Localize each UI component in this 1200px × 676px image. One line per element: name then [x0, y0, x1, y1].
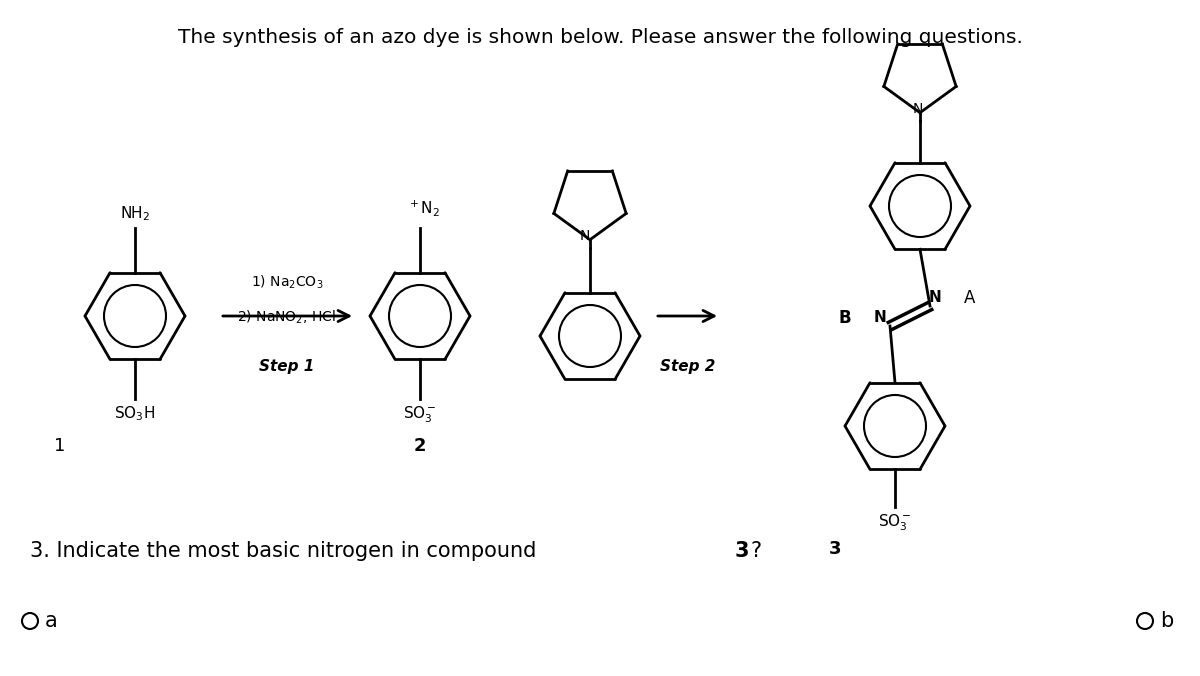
Text: 1) Na$_2$CO$_3$: 1) Na$_2$CO$_3$	[251, 274, 323, 291]
Text: SO$_3^-$: SO$_3^-$	[878, 512, 912, 533]
Text: 1: 1	[54, 437, 66, 455]
Text: 3: 3	[829, 540, 841, 558]
Text: SO$_3$H: SO$_3$H	[114, 404, 156, 423]
Text: SO$_3^-$: SO$_3^-$	[403, 404, 437, 425]
Text: N: N	[913, 101, 923, 116]
Text: b: b	[1160, 611, 1174, 631]
Text: ?: ?	[750, 541, 761, 561]
Text: $^+$N$_2$: $^+$N$_2$	[407, 197, 439, 218]
Text: N: N	[929, 291, 941, 306]
Text: 2) NaNO$_2$, HCl: 2) NaNO$_2$, HCl	[238, 309, 336, 326]
Text: 3: 3	[734, 541, 750, 561]
Text: NH$_2$: NH$_2$	[120, 204, 150, 222]
Text: N: N	[580, 228, 590, 243]
Text: a: a	[46, 611, 58, 631]
Text: Step 2: Step 2	[660, 358, 715, 374]
Text: B: B	[839, 309, 851, 327]
Text: 3. Indicate the most basic nitrogen in compound: 3. Indicate the most basic nitrogen in c…	[30, 541, 542, 561]
Text: 2: 2	[414, 437, 426, 455]
Text: A: A	[965, 289, 976, 307]
Text: N: N	[874, 310, 887, 326]
Text: Step 1: Step 1	[259, 358, 314, 374]
Text: The synthesis of an azo dye is shown below. Please answer the following question: The synthesis of an azo dye is shown bel…	[178, 28, 1022, 47]
